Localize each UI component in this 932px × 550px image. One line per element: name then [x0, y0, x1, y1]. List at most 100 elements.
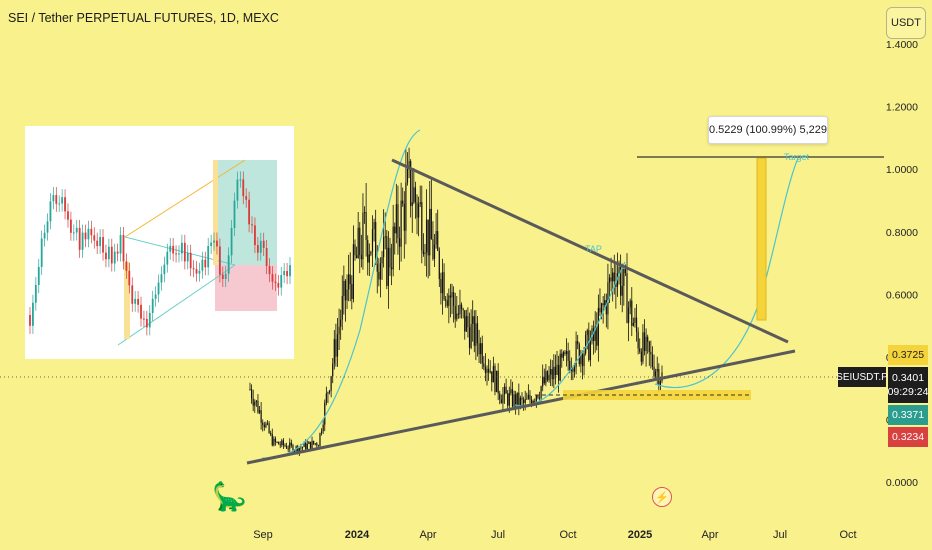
candle-body: [645, 336, 647, 352]
tap-label: TAP: [585, 244, 602, 254]
time-tick-label: Oct: [559, 529, 576, 541]
inset-candle-body: [271, 274, 274, 282]
inset-candle-body: [236, 179, 239, 201]
candle-body: [375, 222, 377, 265]
candle-body: [542, 376, 544, 387]
candle-body: [440, 279, 442, 294]
inset-candle-body: [256, 245, 259, 253]
candle-body: [624, 269, 627, 274]
candle-body: [422, 250, 424, 255]
price-tick-label: 1.0000: [886, 164, 918, 176]
inset-candle-body: [105, 252, 107, 260]
inset-candle-body: [61, 197, 64, 204]
candle-body: [278, 441, 280, 445]
candle-body: [378, 271, 380, 280]
candle-body: [403, 203, 405, 231]
candle-body: [546, 371, 549, 381]
candle-body: [650, 351, 652, 355]
candle-body: [475, 323, 477, 346]
candle-body: [340, 319, 342, 327]
descending-trendline: [391, 158, 789, 344]
candle-body: [648, 341, 650, 352]
inset-candle-body: [140, 304, 142, 319]
inset-candle-body: [119, 234, 122, 254]
candle-body: [395, 204, 397, 234]
time-tick-label: Apr: [701, 529, 718, 541]
candle-body: [621, 285, 623, 296]
inset-candle-body: [163, 264, 166, 275]
candle-body: [273, 438, 275, 446]
candle-body: [588, 330, 590, 361]
inset-candle-body: [102, 237, 104, 253]
candle-body: [540, 386, 542, 399]
inset-candle-body: [43, 232, 46, 239]
candle-body: [613, 272, 615, 282]
inset-chart-image: [25, 126, 294, 359]
candle-body: [317, 445, 320, 447]
candle-body: [432, 239, 434, 259]
candle-body: [410, 161, 412, 206]
candle-body: [516, 392, 518, 407]
candle-body: [260, 410, 262, 423]
inset-candle-body: [262, 240, 265, 249]
candle-body: [647, 336, 649, 342]
candle-body: [453, 292, 455, 306]
cup-curve-projection: [654, 157, 799, 389]
lightning-event-icon[interactable]: ⚡: [652, 487, 672, 507]
candle-body: [656, 369, 658, 372]
candle-body: [483, 363, 485, 367]
candle-body: [281, 440, 283, 446]
inset-candle-body: [122, 234, 125, 262]
candle-body: [367, 240, 369, 263]
candle-body: [508, 392, 510, 406]
candle-body: [338, 326, 340, 335]
candle-body: [524, 399, 526, 404]
price-tick-label: 0.0000: [886, 477, 918, 489]
candle-body: [523, 399, 525, 404]
candle-body: [651, 354, 654, 367]
candle-body: [348, 274, 350, 290]
candle-body: [360, 255, 362, 260]
red-price-tag: 0.3234: [888, 427, 928, 447]
inset-candle-body: [107, 246, 110, 260]
inset-candle-body: [49, 201, 52, 222]
candle-body: [363, 212, 366, 214]
countdown: 09:29:24: [887, 386, 929, 398]
candle-body: [271, 434, 273, 446]
candle-body: [370, 251, 372, 255]
inset-candle-body: [69, 219, 72, 233]
candle-body: [488, 368, 490, 373]
inset-candle-body: [125, 261, 128, 271]
candle-body: [316, 443, 318, 446]
inset-candle-body: [274, 281, 277, 283]
candle-body: [643, 332, 646, 352]
teal-price-tag: 0.3371: [888, 405, 928, 425]
inset-candle-body: [67, 211, 69, 220]
inset-candle-body: [181, 242, 183, 254]
candle-body: [381, 257, 383, 264]
candle-body: [336, 334, 339, 357]
price-tick-label: 0.8000: [886, 227, 918, 239]
time-axis: Sep 2024 Apr Jul Oct 2025 Apr Jul Oct: [253, 529, 856, 541]
candle-body: [384, 236, 386, 238]
dinosaur-logo-icon[interactable]: 🦕: [212, 481, 247, 512]
candle-body: [314, 443, 316, 445]
candle-body: [459, 304, 461, 315]
unit-button[interactable]: USDT: [886, 7, 926, 39]
candle-body: [511, 389, 514, 407]
candle-body: [435, 231, 437, 245]
candle-body: [596, 326, 598, 346]
inset-candle-body: [72, 232, 75, 234]
candle-body: [265, 423, 267, 428]
inset-candle-body: [151, 298, 154, 313]
candle-body: [640, 351, 642, 362]
inset-candle-body: [239, 179, 242, 181]
candle-body: [519, 397, 522, 407]
last-price: 0.3401: [891, 372, 925, 384]
candle-body: [484, 366, 487, 373]
inset-candle-body: [46, 221, 49, 233]
candle-body: [386, 236, 388, 286]
candle-body: [655, 371, 657, 377]
inset-candle-body: [245, 196, 248, 200]
